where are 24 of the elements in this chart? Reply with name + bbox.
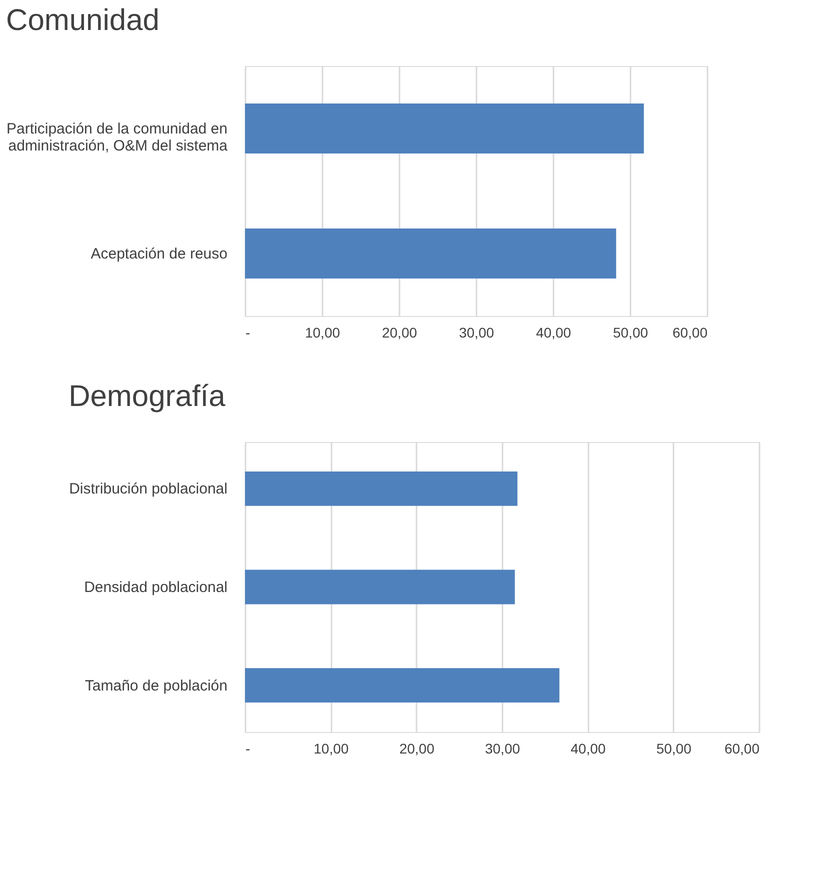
x-tick-label: 20,00 (382, 324, 418, 340)
bar (245, 471, 518, 506)
x-tick-label: 60,00 (672, 324, 708, 340)
x-tick-label: 40,00 (536, 324, 572, 340)
chart-title: Comunidad (6, 4, 160, 37)
bar (245, 570, 515, 604)
x-tick-label: 10,00 (304, 324, 340, 340)
y-tick-label: Densidad poblacional (84, 579, 228, 596)
y-tick-label: Distribución poblacional (69, 480, 228, 498)
x-tick-label: - (246, 324, 250, 340)
x-tick-label: - (246, 740, 250, 756)
x-tick-label: 30,00 (484, 740, 520, 756)
x-tick-label: 10,00 (314, 740, 349, 756)
x-tick-label: 20,00 (399, 740, 435, 756)
x-tick-label: 60,00 (724, 740, 760, 756)
x-tick-label: 50,00 (612, 324, 648, 340)
y-tick-label: Participación de la comunidad en administración, O&M del sistema (6, 120, 228, 154)
x-tick-label: 50,00 (656, 740, 692, 756)
x-tick-label: 30,00 (458, 324, 494, 340)
y-tick-label: Aceptación de reuso (90, 246, 228, 262)
x-tick-label: 40,00 (570, 740, 606, 756)
y-tick-label: Tamaño de población (84, 677, 228, 694)
bar (245, 668, 560, 703)
chart-title: Demografía (68, 380, 226, 413)
